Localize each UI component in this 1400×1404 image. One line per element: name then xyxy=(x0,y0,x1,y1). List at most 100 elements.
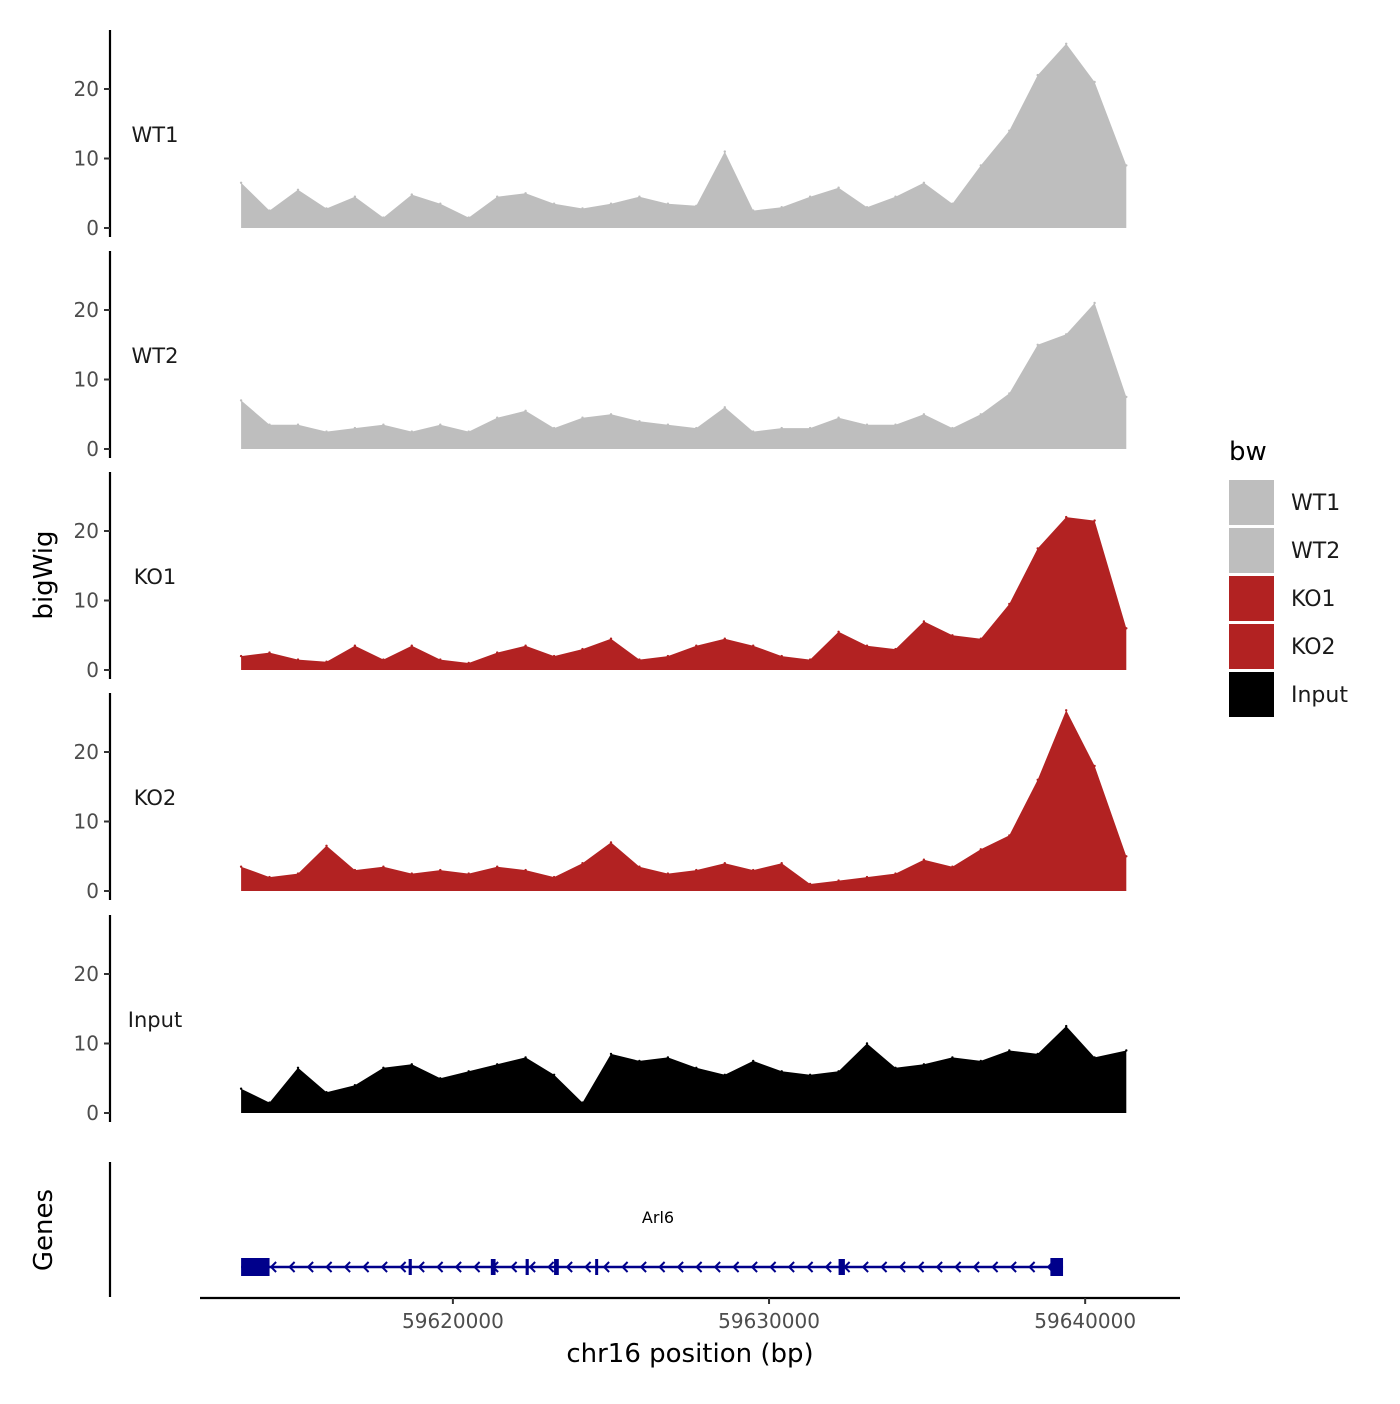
data-point xyxy=(496,195,499,198)
strand-arrow xyxy=(510,1261,518,1273)
data-point xyxy=(1093,519,1096,522)
strand-arrow xyxy=(1028,1261,1036,1273)
data-point xyxy=(666,1056,670,1059)
x-tick-label: 59620000 xyxy=(402,1309,504,1333)
data-point xyxy=(666,423,670,426)
data-point xyxy=(951,202,954,205)
data-point xyxy=(496,865,499,868)
strand-arrow xyxy=(750,1261,758,1273)
signal-area-wt1 xyxy=(241,43,1127,228)
data-point xyxy=(1093,80,1096,84)
strand-arrow xyxy=(676,1261,684,1273)
data-point xyxy=(752,209,755,212)
legend-key-wt1 xyxy=(1229,480,1274,525)
data-point xyxy=(922,858,926,861)
y-tick-label: 10 xyxy=(74,810,99,834)
signal-area-input xyxy=(241,1026,1127,1113)
data-point xyxy=(268,423,271,426)
data-point xyxy=(723,862,726,865)
strand-arrow xyxy=(325,1261,333,1273)
legend-key-ko2 xyxy=(1229,624,1274,669)
data-point xyxy=(979,848,982,851)
data-point xyxy=(410,430,413,433)
strand-arrow xyxy=(1009,1261,1017,1273)
x-axis-title: chr16 position (bp) xyxy=(566,1339,813,1369)
data-point xyxy=(496,1063,499,1066)
data-point xyxy=(353,868,357,872)
data-point xyxy=(382,658,385,661)
x-axis: 59620000 59630000 59640000 xyxy=(200,1296,1180,1333)
strand-arrow xyxy=(417,1261,425,1273)
data-point xyxy=(837,416,840,419)
data-point xyxy=(752,430,755,433)
gene-exon xyxy=(525,1259,529,1275)
data-point xyxy=(524,644,527,647)
data-point xyxy=(439,1077,442,1080)
strand-arrow xyxy=(436,1261,444,1273)
y-tick-label: 20 xyxy=(74,298,99,322)
strand-arrow xyxy=(380,1261,388,1273)
legend: bw WT1 WT2 KO1 KO2 Input xyxy=(1229,437,1348,717)
signal-area-wt2 xyxy=(241,303,1127,449)
y-tick-label: 0 xyxy=(86,1101,99,1125)
strand-arrow xyxy=(972,1261,980,1273)
data-point xyxy=(552,875,556,879)
strand-arrow xyxy=(935,1261,943,1273)
data-point xyxy=(1125,627,1128,630)
data-point xyxy=(296,423,300,426)
data-point xyxy=(1065,1024,1068,1028)
data-point xyxy=(922,413,926,416)
strand-arrow xyxy=(269,1261,277,1273)
data-point xyxy=(837,879,840,882)
data-point xyxy=(609,413,613,416)
data-point xyxy=(780,426,783,430)
strand-arrow xyxy=(288,1261,296,1273)
data-point xyxy=(296,188,300,191)
tracks-layer: 0 10 20 WT1 0 10 20 WT2 0 10 20 KO1 0 10 20 KO2 0 10 20 Inp… xyxy=(74,30,1128,1125)
y-tick-label: 20 xyxy=(74,740,99,764)
data-point xyxy=(524,409,527,412)
data-point xyxy=(922,1063,926,1066)
data-point xyxy=(666,202,670,205)
data-point xyxy=(723,1073,726,1077)
strand-arrow xyxy=(602,1261,610,1273)
data-point xyxy=(695,644,698,647)
data-point xyxy=(581,207,584,210)
data-point xyxy=(752,868,755,872)
data-point xyxy=(609,1052,613,1056)
strand-arrow xyxy=(306,1261,314,1273)
data-point xyxy=(1036,73,1039,77)
data-point xyxy=(325,207,328,210)
data-point xyxy=(1036,778,1039,781)
track-label: KO2 xyxy=(134,786,177,810)
strand-arrow xyxy=(806,1261,814,1273)
data-point xyxy=(1008,602,1011,606)
data-point xyxy=(979,164,982,167)
y-axis-title: bigWig xyxy=(29,530,59,619)
data-point xyxy=(382,1066,385,1070)
data-point xyxy=(410,644,413,647)
strand-arrow xyxy=(732,1261,740,1273)
data-point xyxy=(808,426,812,430)
data-point xyxy=(353,1084,357,1087)
legend-label: KO2 xyxy=(1291,635,1336,660)
data-point xyxy=(808,882,812,886)
data-point xyxy=(1008,1049,1011,1052)
data-point xyxy=(752,644,755,647)
legend-key-input xyxy=(1229,672,1274,717)
gene-exon xyxy=(838,1259,845,1275)
data-point xyxy=(439,658,442,661)
data-point xyxy=(695,204,698,207)
data-point xyxy=(467,1070,470,1073)
gene-track-title: Genes xyxy=(29,1189,59,1271)
data-point xyxy=(666,872,670,875)
data-point xyxy=(837,1070,840,1073)
strand-arrow xyxy=(658,1261,666,1273)
data-point xyxy=(382,865,385,868)
data-point xyxy=(638,195,641,198)
data-point xyxy=(979,413,982,416)
strand-arrow xyxy=(954,1261,962,1273)
track-ko1: 0 10 20 KO1 xyxy=(74,472,1128,682)
data-point xyxy=(922,181,926,184)
